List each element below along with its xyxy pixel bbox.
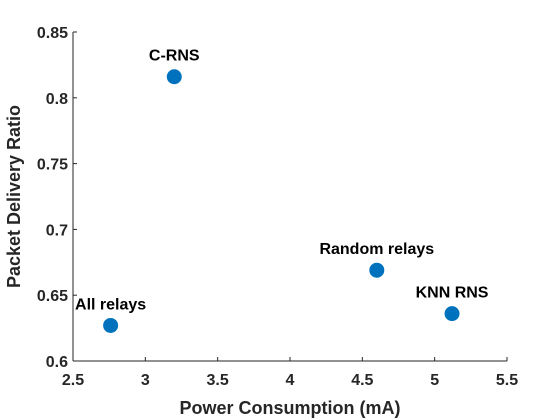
data-point (444, 306, 460, 322)
point-label: KNN RNS (416, 285, 489, 302)
x-tick-label: 2.5 (62, 372, 84, 389)
data-point (103, 317, 119, 333)
x-axis-label: Power Consumption (mA) (180, 398, 401, 418)
point-label: C-RNS (149, 48, 200, 65)
data-points (103, 69, 460, 333)
x-tick-label: 4 (286, 372, 295, 389)
y-tick-label: 0.75 (37, 157, 68, 174)
tick-marks: 2.5 3 3.5 4 4.5 5 5.5 0.6 0.65 0.7 0.75 0.8 0.85 (37, 25, 518, 389)
x-tick-label: 3 (141, 372, 150, 389)
y-tick-label: 0.65 (37, 288, 68, 305)
point-labels: C-RNS Random relays KNN RNS All relays (75, 48, 489, 314)
y-tick-label: 0.7 (46, 222, 68, 239)
data-point (166, 69, 182, 85)
x-tick-label: 5.5 (496, 372, 518, 389)
x-tick-label: 4.5 (351, 372, 373, 389)
y-tick-label: 0.8 (46, 91, 68, 108)
y-axis-label: Packet Delivery Ratio (4, 105, 24, 288)
data-point (369, 262, 385, 278)
x-tick-label: 5 (430, 372, 439, 389)
y-tick-label: 0.85 (37, 25, 68, 42)
point-label: Random relays (319, 241, 434, 258)
y-tick-label: 0.6 (46, 354, 68, 371)
point-label: All relays (75, 296, 146, 313)
x-tick-label: 3.5 (207, 372, 229, 389)
